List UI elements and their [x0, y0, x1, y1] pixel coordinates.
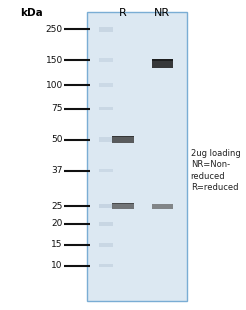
- Text: 25: 25: [51, 202, 63, 211]
- Text: 2ug loading
NR=Non-
reduced
R=reduced: 2ug loading NR=Non- reduced R=reduced: [191, 149, 240, 192]
- Text: kDa: kDa: [20, 8, 42, 18]
- Bar: [112, 203, 134, 209]
- Text: 50: 50: [51, 135, 63, 144]
- Bar: [152, 204, 173, 209]
- Text: 150: 150: [46, 56, 63, 65]
- Bar: [152, 59, 173, 68]
- Text: 250: 250: [46, 25, 63, 34]
- Bar: [99, 169, 113, 172]
- Text: NR: NR: [154, 8, 170, 18]
- Text: 20: 20: [51, 219, 63, 228]
- Bar: [112, 136, 134, 143]
- Bar: [99, 107, 113, 110]
- Bar: [99, 222, 113, 226]
- Bar: [99, 264, 113, 267]
- Text: 100: 100: [46, 81, 63, 90]
- Bar: [87, 12, 187, 301]
- Bar: [99, 83, 113, 87]
- Bar: [99, 243, 113, 247]
- Bar: [112, 203, 134, 204]
- Bar: [99, 58, 113, 62]
- Bar: [152, 59, 173, 60]
- Text: R: R: [119, 8, 127, 18]
- Bar: [99, 27, 113, 32]
- Text: 10: 10: [51, 261, 63, 270]
- Bar: [99, 204, 113, 208]
- Bar: [112, 136, 134, 137]
- Text: 37: 37: [51, 166, 63, 175]
- Text: 75: 75: [51, 104, 63, 113]
- Bar: [99, 137, 113, 141]
- Text: 15: 15: [51, 240, 63, 250]
